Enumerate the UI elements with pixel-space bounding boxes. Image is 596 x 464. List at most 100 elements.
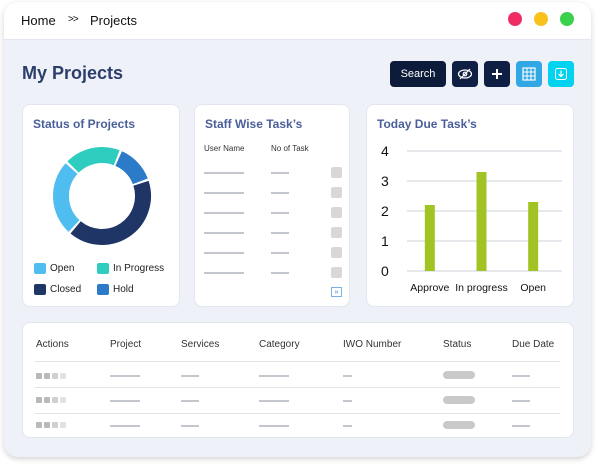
status-donut-chart bbox=[53, 147, 151, 245]
cell-iwo-placeholder bbox=[343, 425, 352, 427]
col-header-task-count: No of Task bbox=[271, 144, 309, 153]
row-action-icon[interactable] bbox=[44, 373, 50, 379]
page-title: My Projects bbox=[22, 63, 124, 83]
donut-segment-closed bbox=[70, 180, 151, 245]
donut-segment-open bbox=[53, 163, 80, 232]
legend-label-closed: Closed bbox=[50, 284, 82, 295]
cell-services-placeholder bbox=[181, 375, 199, 377]
cell-category-placeholder bbox=[259, 425, 289, 427]
cell-status-pill bbox=[443, 396, 475, 404]
th-iwo-number[interactable]: IWO Number bbox=[343, 339, 402, 350]
row-action-icon[interactable] bbox=[52, 373, 58, 379]
staff-row-count-placeholder bbox=[271, 272, 289, 274]
cell-iwo-placeholder bbox=[343, 400, 352, 402]
row-action-icon[interactable] bbox=[36, 422, 42, 428]
cell-status-pill bbox=[443, 371, 475, 379]
projects-table: Actions Project Services Category IWO Nu… bbox=[22, 322, 574, 438]
y-tick-label: 4 bbox=[381, 143, 389, 159]
row-action-icon[interactable] bbox=[52, 422, 58, 428]
th-actions[interactable]: Actions bbox=[36, 339, 69, 350]
breadcrumb-separator: >> bbox=[68, 14, 79, 25]
bar-approve bbox=[424, 205, 435, 271]
th-services[interactable]: Services bbox=[181, 339, 220, 350]
bar-in-progress bbox=[476, 172, 487, 271]
staff-row-user-placeholder bbox=[204, 252, 244, 254]
search-button[interactable]: Search bbox=[390, 61, 446, 87]
bar-open bbox=[528, 202, 539, 271]
close-window-dot[interactable] bbox=[508, 12, 522, 26]
staff-row-action[interactable] bbox=[331, 267, 342, 278]
cell-services-placeholder bbox=[181, 425, 199, 427]
staff-row-user-placeholder bbox=[204, 192, 244, 194]
cell-project-placeholder bbox=[110, 375, 140, 377]
staff-row-user-placeholder bbox=[204, 272, 244, 274]
row-action-icon[interactable] bbox=[36, 397, 42, 403]
staff-row-action[interactable] bbox=[331, 187, 342, 198]
table-divider bbox=[35, 387, 560, 388]
staff-row-user-placeholder bbox=[204, 232, 244, 234]
download-button[interactable] bbox=[548, 61, 574, 87]
breadcrumb-current: Projects bbox=[90, 13, 137, 28]
cell-project-placeholder bbox=[110, 425, 140, 427]
staff-row-action[interactable] bbox=[331, 247, 342, 258]
th-due-date[interactable]: Due Date bbox=[512, 339, 555, 350]
legend-swatch-open bbox=[34, 263, 46, 274]
status-card-title: Status of Projects bbox=[33, 117, 136, 131]
table-divider bbox=[35, 361, 560, 362]
plus-icon bbox=[492, 69, 502, 79]
breadcrumb-home[interactable]: Home bbox=[21, 13, 56, 28]
donut-segment-in-progress bbox=[67, 147, 120, 173]
y-tick-label: 0 bbox=[381, 263, 389, 279]
due-card-title: Today Due Task’s bbox=[377, 117, 477, 131]
download-icon bbox=[555, 68, 567, 80]
row-action-icon[interactable] bbox=[44, 422, 50, 428]
th-project[interactable]: Project bbox=[110, 339, 142, 350]
add-button[interactable] bbox=[484, 61, 510, 87]
staff-row-count-placeholder bbox=[271, 232, 289, 234]
legend-label-open: Open bbox=[50, 263, 75, 274]
due-tasks-bar-chart: 4 3 2 1 0 Approve In progress Open bbox=[381, 143, 562, 294]
staff-card-title: Staff Wise Task’s bbox=[205, 117, 303, 131]
cell-services-placeholder bbox=[181, 400, 199, 402]
y-tick-label: 2 bbox=[381, 203, 389, 219]
row-action-icon[interactable] bbox=[44, 397, 50, 403]
maximize-window-dot[interactable] bbox=[560, 12, 574, 26]
cell-project-placeholder bbox=[110, 400, 140, 402]
th-status[interactable]: Status bbox=[443, 339, 472, 350]
staff-row-user-placeholder bbox=[204, 172, 244, 174]
x-tick-label: Approve bbox=[410, 282, 449, 294]
cell-due-date-placeholder bbox=[512, 425, 530, 427]
row-action-icon[interactable] bbox=[60, 397, 66, 403]
table-view-button[interactable] bbox=[516, 61, 542, 87]
legend-swatch-closed bbox=[34, 284, 46, 295]
row-action-icon[interactable] bbox=[36, 373, 42, 379]
legend-swatch-hold bbox=[97, 284, 109, 295]
y-tick-label: 3 bbox=[381, 173, 389, 189]
cell-due-date-placeholder bbox=[512, 400, 530, 402]
th-category[interactable]: Category bbox=[259, 339, 300, 350]
minimize-window-dot[interactable] bbox=[534, 12, 548, 26]
staff-tasks-card: Staff Wise Task’s User Name No of Task » bbox=[194, 104, 350, 307]
row-action-icon[interactable] bbox=[60, 422, 66, 428]
staff-row-count-placeholder bbox=[271, 192, 289, 194]
staff-row-action[interactable] bbox=[331, 207, 342, 218]
staff-row-count-placeholder bbox=[271, 252, 289, 254]
staff-row-action[interactable] bbox=[331, 227, 342, 238]
cell-category-placeholder bbox=[259, 400, 289, 402]
row-action-icon[interactable] bbox=[60, 373, 66, 379]
more-staff-button[interactable]: » bbox=[331, 287, 342, 297]
legend-label-hold: Hold bbox=[113, 284, 134, 295]
staff-row-action[interactable] bbox=[331, 167, 342, 178]
legend-label-in-progress: In Progress bbox=[113, 263, 165, 274]
table-icon bbox=[522, 67, 536, 81]
status-card: Status of Projects Open In Progress Clos… bbox=[22, 104, 180, 307]
row-action-icon[interactable] bbox=[52, 397, 58, 403]
app-window: Home >> Projects My Projects Search bbox=[4, 2, 591, 457]
staff-row-count-placeholder bbox=[271, 172, 289, 174]
col-header-user-name: User Name bbox=[204, 144, 245, 153]
legend-swatch-in-progress bbox=[97, 263, 109, 274]
cell-status-pill bbox=[443, 421, 475, 429]
donut-segment-hold bbox=[115, 151, 148, 185]
hide-button[interactable] bbox=[452, 61, 478, 87]
title-bar: Home >> Projects bbox=[4, 2, 591, 40]
